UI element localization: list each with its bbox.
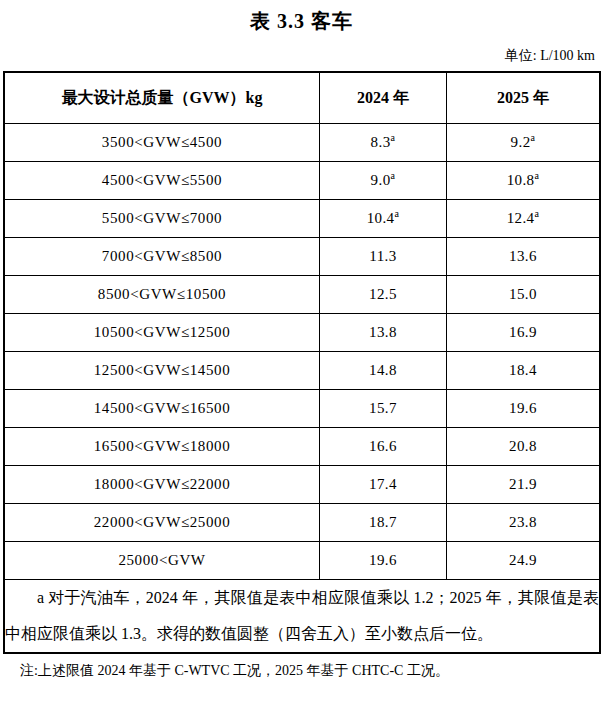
limit-2025-cell: 23.8 [447, 504, 601, 542]
limit-2025-cell: 12.4a [447, 200, 601, 238]
gvw-range-cell: 12500<GVW≤14500 [4, 352, 320, 390]
header-gvw: 最大设计总质量（GVW）kg [4, 72, 320, 124]
table-row: 3500<GVW≤45008.3a9.2a [4, 124, 600, 162]
gvw-range-cell: 3500<GVW≤4500 [4, 124, 320, 162]
header-2025: 2025 年 [447, 72, 601, 124]
table-header: 最大设计总质量（GVW）kg 2024 年 2025 年 [4, 72, 600, 124]
limit-2025-cell: 16.9 [447, 314, 601, 352]
header-2024: 2024 年 [320, 72, 447, 124]
limit-2024-cell: 14.8 [320, 352, 447, 390]
gvw-range-cell: 22000<GVW≤25000 [4, 504, 320, 542]
table-row: 7000<GVW≤850011.313.6 [4, 238, 600, 276]
table-footnote: a 对于汽油车，2024 年，其限值是表中相应限值乘以 1.2；2025 年，其… [5, 580, 599, 652]
limit-2024-cell: 17.4 [320, 466, 447, 504]
table-row: 10500<GVW≤1250013.816.9 [4, 314, 600, 352]
limit-2025-cell: 10.8a [447, 162, 601, 200]
limit-2024-cell: 16.6 [320, 428, 447, 466]
limit-2024-cell: 11.3 [320, 238, 447, 276]
unit-label: 单位: L/100 km [0, 47, 595, 65]
table-title: 表 3.3 客车 [0, 0, 603, 35]
gvw-range-cell: 10500<GVW≤12500 [4, 314, 320, 352]
gvw-range-cell: 25000<GVW [4, 542, 320, 580]
table-row: 18000<GVW≤2200017.421.9 [4, 466, 600, 504]
limit-2025-cell: 19.6 [447, 390, 601, 428]
limit-2025-cell: 9.2a [447, 124, 601, 162]
gvw-range-cell: 5500<GVW≤7000 [4, 200, 320, 238]
footnote-row: a 对于汽油车，2024 年，其限值是表中相应限值乘以 1.2；2025 年，其… [4, 580, 600, 654]
footnote-marker: a [535, 208, 540, 219]
footnote-marker: a [391, 170, 396, 181]
bottom-note: 注:上述限值 2024 年基于 C-WTVC 工况，2025 年基于 CHTC-… [20, 662, 603, 680]
limit-2024-cell: 13.8 [320, 314, 447, 352]
table-row: 22000<GVW≤2500018.723.8 [4, 504, 600, 542]
table-row: 16500<GVW≤1800016.620.8 [4, 428, 600, 466]
table-row: 14500<GVW≤1650015.719.6 [4, 390, 600, 428]
limit-2025-cell: 21.9 [447, 466, 601, 504]
footnote-marker: a [395, 208, 400, 219]
limit-2024-cell: 18.7 [320, 504, 447, 542]
footnote-cell: a 对于汽油车，2024 年，其限值是表中相应限值乘以 1.2；2025 年，其… [4, 580, 600, 654]
table-row: 12500<GVW≤1450014.818.4 [4, 352, 600, 390]
limit-2025-cell: 20.8 [447, 428, 601, 466]
fuel-limits-table: 最大设计总质量（GVW）kg 2024 年 2025 年 3500<GVW≤45… [3, 71, 601, 654]
limit-2024-cell: 19.6 [320, 542, 447, 580]
table-row: 25000<GVW19.624.9 [4, 542, 600, 580]
footnote-marker: a [531, 132, 536, 143]
limit-2024-cell: 12.5 [320, 276, 447, 314]
limit-2024-cell: 9.0a [320, 162, 447, 200]
gvw-range-cell: 14500<GVW≤16500 [4, 390, 320, 428]
limit-2024-cell: 10.4a [320, 200, 447, 238]
gvw-range-cell: 7000<GVW≤8500 [4, 238, 320, 276]
limit-2024-cell: 8.3a [320, 124, 447, 162]
gvw-range-cell: 4500<GVW≤5500 [4, 162, 320, 200]
footnote-marker: a [391, 132, 396, 143]
table-row: 4500<GVW≤55009.0a10.8a [4, 162, 600, 200]
header-row: 最大设计总质量（GVW）kg 2024 年 2025 年 [4, 72, 600, 124]
table-body: 3500<GVW≤45008.3a9.2a4500<GVW≤55009.0a10… [4, 124, 600, 580]
document-page: 表 3.3 客车 单位: L/100 km 最大设计总质量（GVW）kg 202… [0, 0, 603, 722]
table-footnote-section: a 对于汽油车，2024 年，其限值是表中相应限值乘以 1.2；2025 年，其… [4, 580, 600, 654]
limit-2025-cell: 15.0 [447, 276, 601, 314]
table-row: 5500<GVW≤700010.4a12.4a [4, 200, 600, 238]
footnote-marker: a [535, 170, 540, 181]
gvw-range-cell: 8500<GVW≤10500 [4, 276, 320, 314]
limit-2025-cell: 18.4 [447, 352, 601, 390]
limit-2025-cell: 24.9 [447, 542, 601, 580]
table-row: 8500<GVW≤1050012.515.0 [4, 276, 600, 314]
gvw-range-cell: 16500<GVW≤18000 [4, 428, 320, 466]
limit-2024-cell: 15.7 [320, 390, 447, 428]
limit-2025-cell: 13.6 [447, 238, 601, 276]
gvw-range-cell: 18000<GVW≤22000 [4, 466, 320, 504]
